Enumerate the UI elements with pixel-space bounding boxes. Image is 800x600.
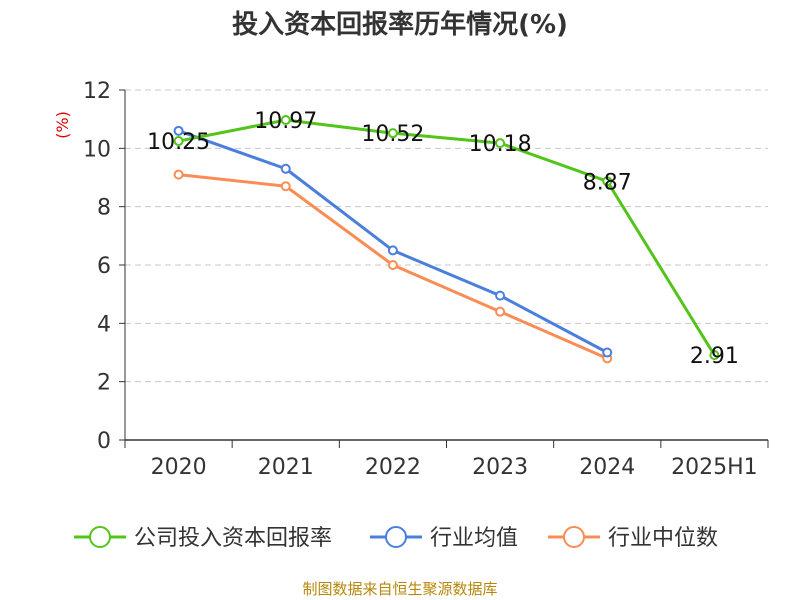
y-tick-label: 12 <box>83 79 111 104</box>
data-label: 10.52 <box>361 122 424 147</box>
series-point <box>387 260 398 270</box>
grid-lines <box>125 89 768 383</box>
y-tick-label: 4 <box>97 312 111 337</box>
data-label: 10.18 <box>469 132 532 157</box>
y-tick-label: 2 <box>97 371 111 396</box>
y-tick-label: 8 <box>97 196 111 221</box>
y-tick-label: 10 <box>83 137 111 162</box>
y-axis-label: (%) <box>53 111 72 139</box>
series-point <box>602 347 613 358</box>
x-tick-label: 2021 <box>258 455 314 480</box>
series-point <box>280 181 291 192</box>
series-point <box>387 245 398 256</box>
series-point <box>709 350 720 361</box>
y-tick-label: 6 <box>97 254 111 279</box>
series-point <box>280 115 291 126</box>
series-point <box>495 290 506 301</box>
x-tick-label: 2025H1 <box>671 455 758 480</box>
legend-label: 行业中位数 <box>608 526 718 551</box>
axes: 0 2 4 6 8 10 12 (%) 2020 2021 2022 2023 2024 2025H1 <box>53 79 769 480</box>
series-point <box>387 128 398 139</box>
y-tick-label: 0 <box>97 429 111 454</box>
legend: 公司投入资本回报率 行业均值 行业中位数 <box>74 526 718 551</box>
x-tick-label: 2024 <box>579 455 635 480</box>
series-point <box>173 169 184 180</box>
data-label: 10.25 <box>147 130 210 155</box>
series-lines <box>173 115 720 364</box>
data-label: 10.97 <box>254 109 317 134</box>
legend-marker <box>89 526 111 548</box>
series-point <box>495 138 506 149</box>
legend-label: 公司投入资本回报率 <box>134 526 332 551</box>
series-line <box>178 129 608 354</box>
legend-label: 行业均值 <box>430 526 518 551</box>
series-point <box>280 163 291 174</box>
data-label: 2.91 <box>690 344 739 369</box>
data-label: 8.87 <box>583 170 632 195</box>
series-line <box>178 118 716 356</box>
series-point <box>173 136 184 147</box>
data-labels: 10.25 10.97 10.52 10.18 8.87 2.91 <box>147 109 739 369</box>
x-tick-label: 2023 <box>472 455 528 480</box>
series-point <box>495 306 506 317</box>
x-tick-label: 2022 <box>365 455 421 480</box>
series-point <box>602 176 613 187</box>
legend-marker <box>563 526 585 548</box>
legend-marker <box>385 526 407 548</box>
source-note: 制图数据来自恒生聚源数据库 <box>302 580 498 598</box>
x-tick-label: 2020 <box>151 455 207 480</box>
series-point <box>173 125 184 136</box>
chart-title: 投入资本回报率历年情况(%) <box>232 10 568 40</box>
